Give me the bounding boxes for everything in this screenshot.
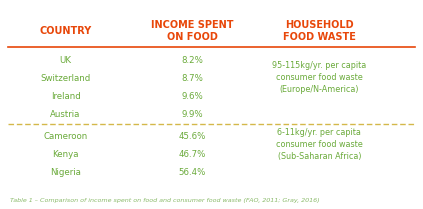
- Text: INCOME SPENT
ON FOOD: INCOME SPENT ON FOOD: [151, 20, 234, 42]
- Text: 56.4%: 56.4%: [179, 168, 206, 177]
- Text: 95-115kg/yr. per capita
consumer food waste
(Europe/N-America): 95-115kg/yr. per capita consumer food wa…: [272, 61, 366, 94]
- Text: Switzerland: Switzerland: [41, 74, 91, 83]
- Text: 46.7%: 46.7%: [179, 150, 206, 159]
- Text: Ireland: Ireland: [51, 92, 80, 101]
- Text: Cameroon: Cameroon: [44, 132, 88, 141]
- Text: HOUSEHOLD
FOOD WASTE: HOUSEHOLD FOOD WASTE: [283, 20, 356, 42]
- Text: UK: UK: [60, 56, 71, 65]
- Text: 45.6%: 45.6%: [179, 132, 206, 141]
- Text: COUNTRY: COUNTRY: [39, 26, 92, 36]
- Text: Nigeria: Nigeria: [50, 168, 81, 177]
- Text: 6-11kg/yr. per capita
consumer food waste
(Sub-Saharan Africa): 6-11kg/yr. per capita consumer food wast…: [276, 128, 363, 161]
- Text: 9.9%: 9.9%: [181, 110, 203, 119]
- Text: Austria: Austria: [50, 110, 81, 119]
- Text: 8.2%: 8.2%: [181, 56, 203, 65]
- Text: Table 1 – Comparison of income spent on food and consumer food waste (FAO, 2011;: Table 1 – Comparison of income spent on …: [10, 198, 320, 203]
- Text: 8.7%: 8.7%: [181, 74, 203, 83]
- Text: Kenya: Kenya: [52, 150, 79, 159]
- Text: 9.6%: 9.6%: [181, 92, 203, 101]
